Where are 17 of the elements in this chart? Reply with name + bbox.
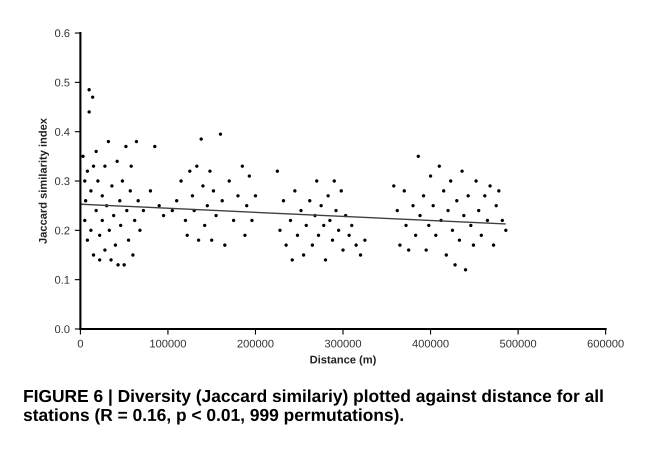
y-tick-label: 0.1	[54, 276, 70, 284]
x-tick-label: 0	[78, 340, 84, 348]
x-tick-label: 100000	[150, 340, 186, 348]
y-tick-label: 0.5	[54, 78, 70, 86]
caption: FIGURE 6 | Diversity (Jaccard similariy) plotted against distance for all stations (R = 0.16, p < 0.01, 999 permutations).	[24, 389, 603, 425]
y-tick-label: 0.3	[54, 177, 70, 186]
x-tick-label: 300000	[324, 340, 362, 348]
y-tick-label: 0.6	[54, 29, 70, 38]
y-tick-label: 0.2	[54, 226, 70, 234]
y-axis-title: Jaccard similarity index	[38, 118, 49, 244]
x-tick-label: 500000	[500, 340, 536, 348]
y-tick-label: 0.0	[54, 325, 70, 334]
x-axis-title: Distance (m)	[310, 355, 376, 366]
x-tick-label: 200000	[237, 340, 274, 348]
x-tick-label: 600000	[588, 340, 624, 348]
x-tick-label: 400000	[412, 340, 449, 348]
y-tick-label: 0.4	[54, 128, 70, 136]
